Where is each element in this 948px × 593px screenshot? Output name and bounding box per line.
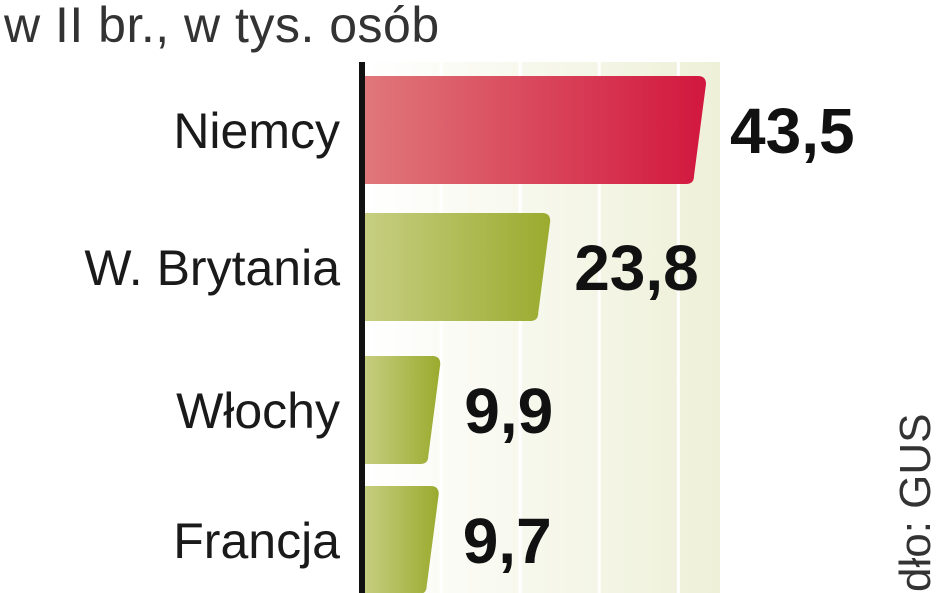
category-label: Francja: [173, 513, 340, 569]
value-label: 23,8: [574, 232, 699, 304]
source-note: dło: GUS: [891, 413, 940, 592]
bar-w-ochy: [362, 356, 441, 464]
bar-niemcy: [362, 76, 706, 184]
bar-francja: [362, 486, 439, 593]
category-label: Włochy: [176, 383, 340, 439]
value-label: 9,7: [463, 505, 552, 577]
value-label: 43,5: [730, 95, 855, 167]
chart-subtitle: w II br., w tys. osób: [4, 0, 440, 53]
category-label: Niemcy: [173, 103, 340, 159]
bars: [362, 76, 706, 593]
category-label: W. Brytania: [84, 240, 340, 296]
bar-w-brytania: [362, 213, 551, 321]
labels: Niemcy 43,5 W. Brytania 23,8 Włochy 9,9 Francj…: [84, 95, 854, 577]
value-label: 9,9: [464, 375, 553, 447]
